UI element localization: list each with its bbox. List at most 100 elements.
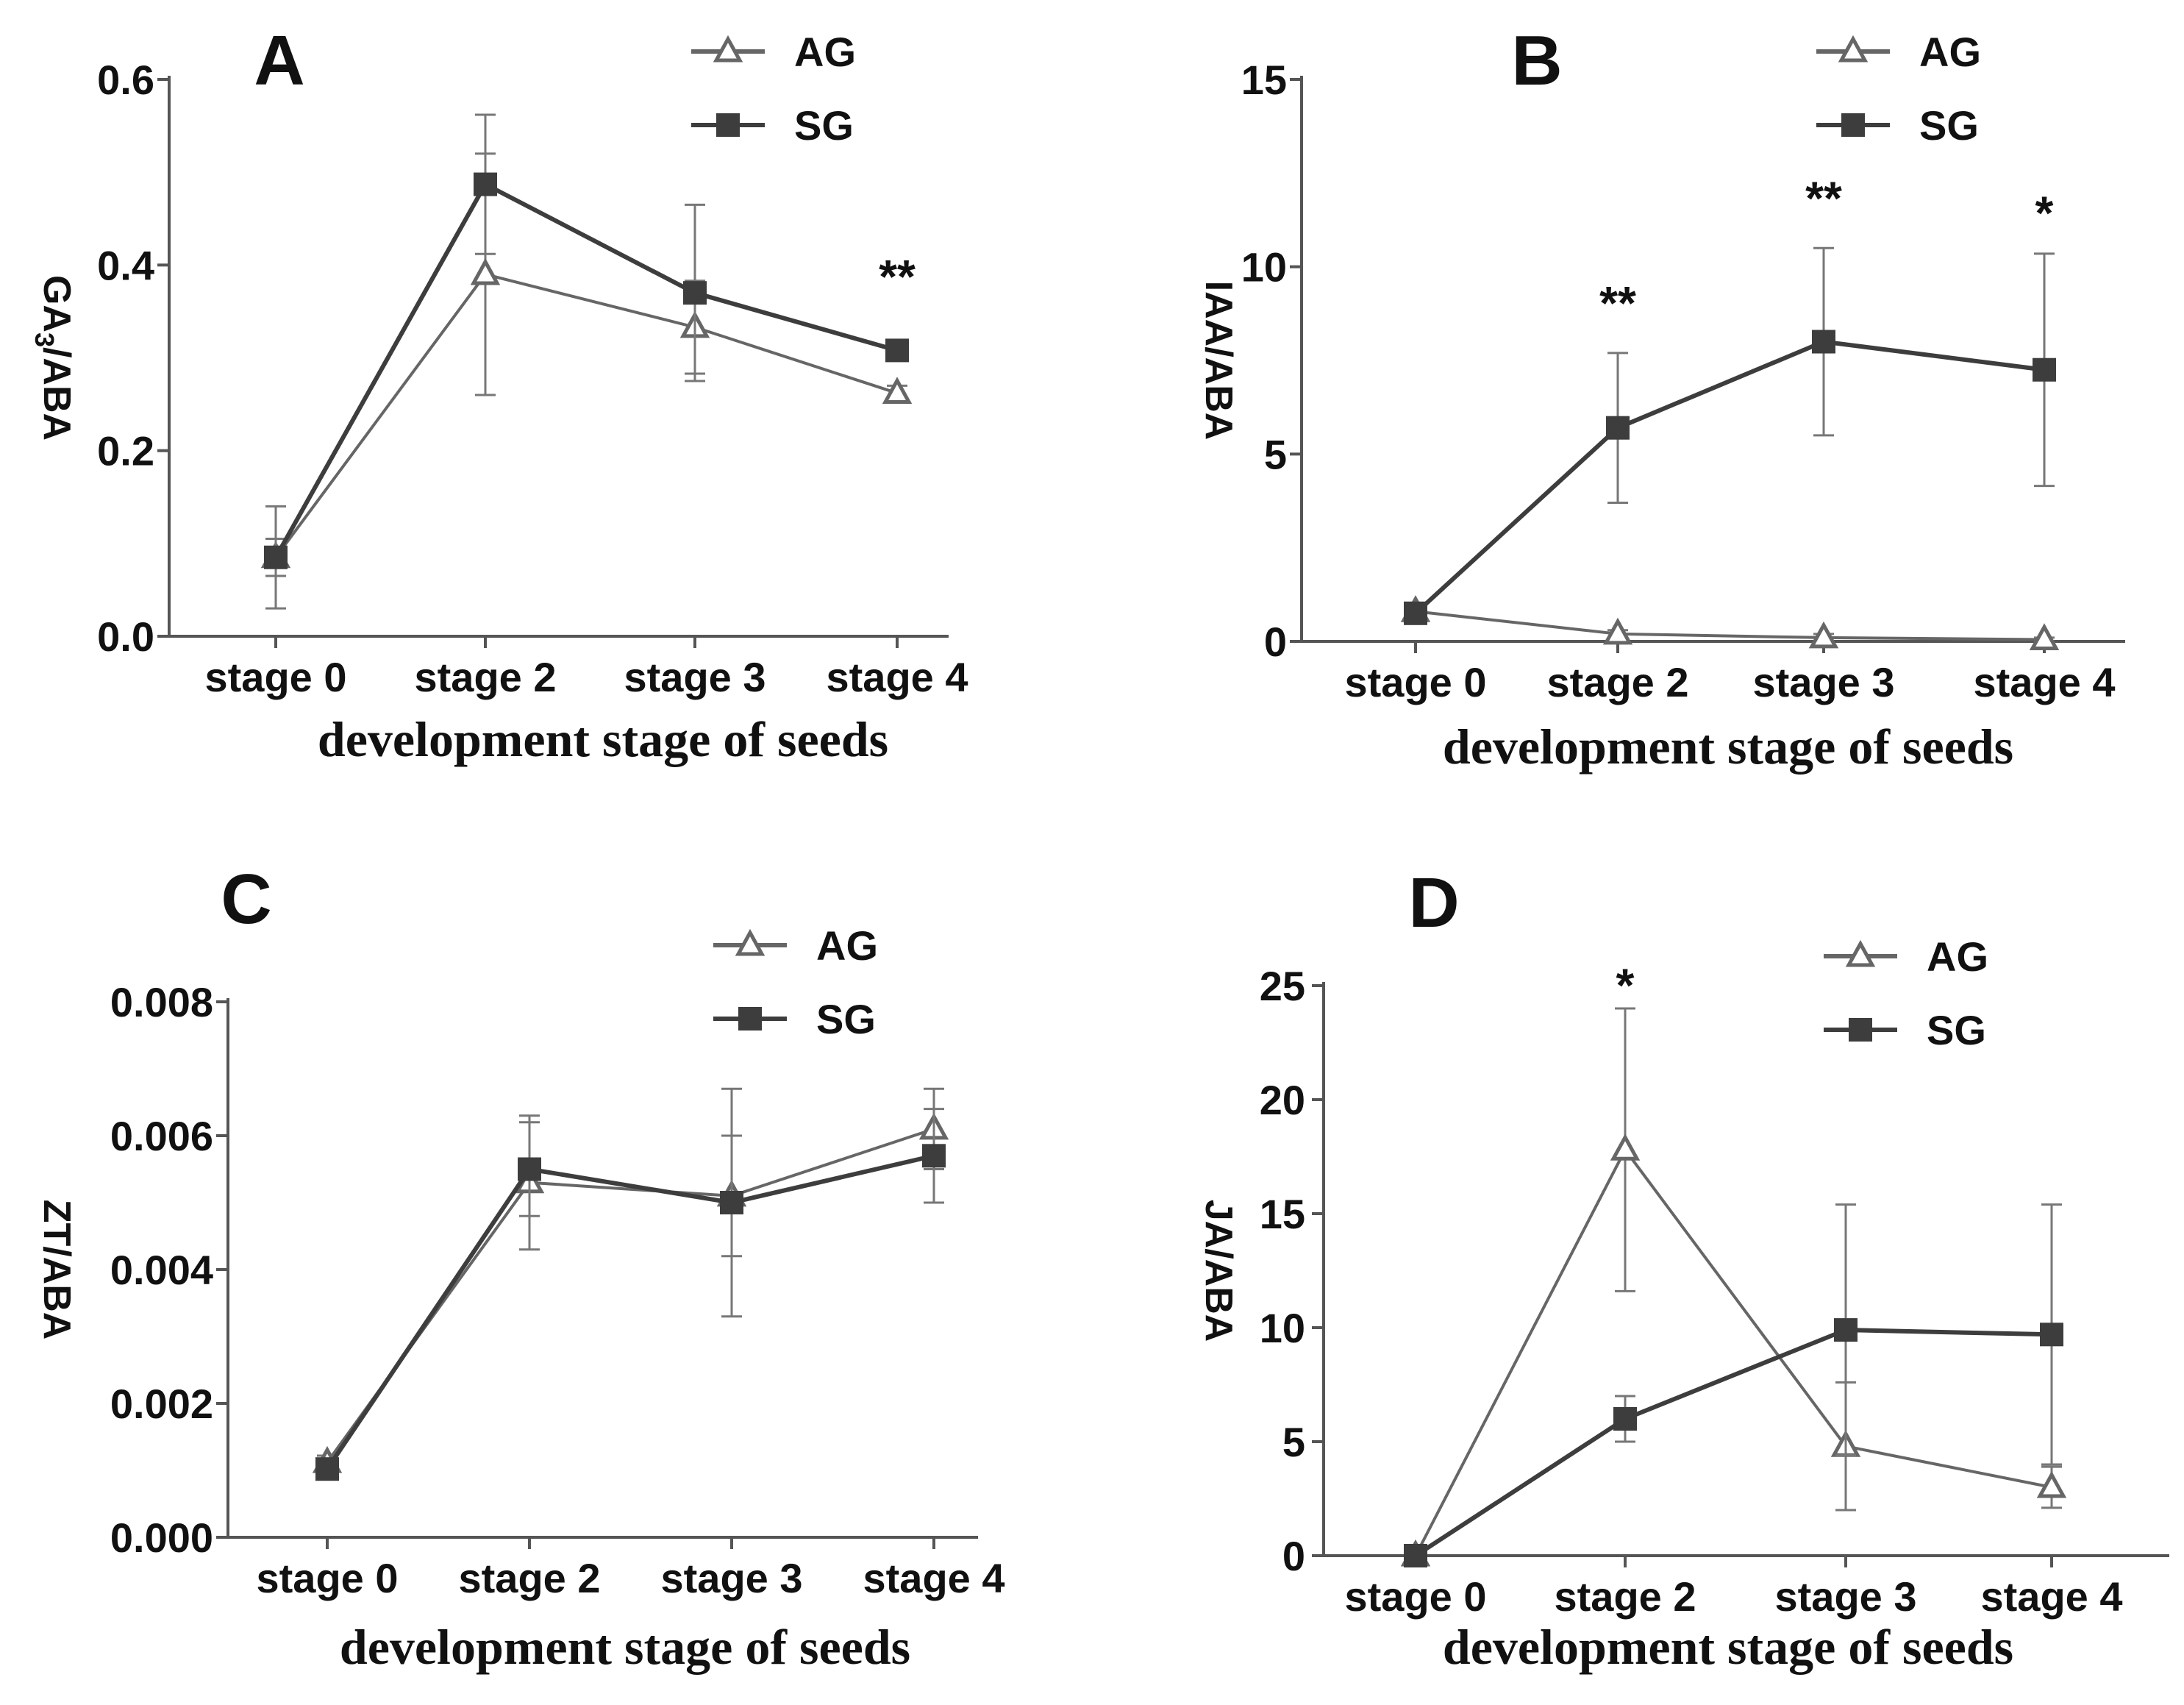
data-point-sg bbox=[1404, 1544, 1427, 1567]
y-tick-label: 15 bbox=[1260, 1191, 1305, 1237]
data-point-ag bbox=[2036, 1470, 2067, 1498]
x-tick-label: stage 2 bbox=[415, 654, 557, 700]
y-axis-label: ZT/ABA bbox=[35, 1200, 78, 1340]
data-point-sg bbox=[683, 281, 707, 305]
y-tick-label: 5 bbox=[1264, 431, 1287, 477]
y-tick-label: 25 bbox=[1260, 963, 1305, 1009]
legend-label-sg: SG bbox=[1919, 102, 1979, 149]
y-axis-label-main: GA bbox=[35, 275, 78, 332]
x-tick-label: stage 2 bbox=[459, 1555, 601, 1601]
series-line-ag bbox=[274, 272, 898, 558]
data-point-ag bbox=[470, 257, 501, 285]
data-point-sg bbox=[1613, 1407, 1637, 1431]
y-tick-label: 15 bbox=[1241, 57, 1287, 103]
panel-letter: A bbox=[254, 21, 304, 100]
legend-label-sg: SG bbox=[816, 996, 876, 1042]
x-tick-label: stage 0 bbox=[1345, 659, 1487, 705]
data-point-ag bbox=[1808, 621, 1839, 649]
data-point-sg bbox=[264, 545, 288, 569]
panel-b: B 0 5 10 15 stage 0 stage 2 stage 3 stage 4 devel… bbox=[1197, 21, 2125, 775]
y-tick-label: 10 bbox=[1260, 1305, 1305, 1351]
x-tick-label: stage 4 bbox=[827, 654, 968, 700]
y-axis-label: IAA/ABA bbox=[1197, 281, 1240, 441]
x-axis-label: development stage of seeds bbox=[318, 711, 888, 767]
legend-label-sg: SG bbox=[1927, 1007, 1986, 1053]
series-line-sg bbox=[325, 1153, 935, 1470]
data-point-ag bbox=[2029, 623, 2060, 650]
x-tick-label: stage 3 bbox=[624, 654, 766, 700]
y-tick-label: 10 bbox=[1241, 244, 1287, 291]
legend-label-ag: AG bbox=[1919, 29, 1981, 75]
data-point-sg bbox=[1812, 330, 1835, 354]
significance-marker: ** bbox=[1805, 171, 1842, 224]
y-tick-label: 0.0 bbox=[97, 613, 154, 660]
y-tick-label: 0.6 bbox=[97, 57, 154, 103]
data-point-sg bbox=[315, 1457, 339, 1481]
y-axis-label: GA3/ABA bbox=[29, 275, 78, 441]
data-point-sg bbox=[922, 1144, 946, 1168]
y-tick-label: 0.006 bbox=[110, 1113, 213, 1159]
data-point-sg bbox=[2033, 357, 2056, 382]
y-axis-label-main: JA/ABA bbox=[1197, 1200, 1240, 1342]
legend-marker-ag bbox=[735, 928, 766, 956]
legend-marker-sg bbox=[738, 1007, 762, 1031]
y-tick-label: 0.004 bbox=[110, 1247, 213, 1293]
x-axis-label: development stage of seeds bbox=[1443, 719, 2013, 775]
series-line-sg bbox=[1414, 1328, 2052, 1558]
data-point-sg bbox=[720, 1191, 743, 1214]
y-axis-label-sub: 3 bbox=[29, 332, 60, 347]
y-axis-label: JA/ABA bbox=[1197, 1200, 1240, 1342]
y-tick-label: 0 bbox=[1264, 619, 1287, 665]
significance-marker: * bbox=[2035, 187, 2054, 240]
data-point-sg bbox=[474, 172, 497, 196]
y-axis-label-main: ZT/ABA bbox=[35, 1200, 78, 1340]
x-axis-label: development stage of seeds bbox=[340, 1619, 910, 1675]
data-point-ag bbox=[1602, 617, 1633, 645]
data-point-sg bbox=[518, 1157, 541, 1181]
x-tick-label: stage 2 bbox=[1555, 1573, 1696, 1620]
legend-marker-sg bbox=[716, 113, 740, 137]
legend-marker-sg bbox=[1849, 1018, 1872, 1042]
series-line-sg bbox=[1413, 339, 2045, 616]
data-point-sg bbox=[2040, 1323, 2063, 1347]
legend-marker-ag bbox=[1838, 35, 1869, 63]
y-tick-label: 20 bbox=[1260, 1077, 1305, 1123]
data-point-sg bbox=[1834, 1318, 1858, 1342]
panel-d: D 0 5 10 15 20 25 stage 0 stage 2 stage 3 stage 4d… bbox=[1197, 864, 2169, 1675]
x-tick-label: stage 4 bbox=[863, 1555, 1005, 1601]
legend-marker-ag bbox=[1845, 939, 1876, 967]
series-line-sg bbox=[274, 181, 898, 559]
panel-letter: C bbox=[221, 860, 271, 939]
data-point-ag bbox=[882, 377, 913, 404]
data-point-sg bbox=[1606, 416, 1630, 440]
x-tick-label: stage 4 bbox=[1974, 659, 2116, 705]
significance-marker: ** bbox=[879, 250, 916, 303]
y-axis-label-tail: /ABA bbox=[35, 347, 78, 441]
significance-marker: ** bbox=[1599, 277, 1636, 330]
significance-marker: * bbox=[1616, 959, 1635, 1012]
legend-label-ag: AG bbox=[816, 922, 878, 969]
x-tick-label: stage 3 bbox=[1775, 1573, 1917, 1620]
y-tick-label: 0.008 bbox=[110, 979, 213, 1025]
data-point-ag bbox=[1610, 1133, 1641, 1161]
x-tick-label: stage 3 bbox=[661, 1555, 803, 1601]
x-tick-label: stage 0 bbox=[257, 1555, 399, 1601]
x-tick-label: stage 3 bbox=[1753, 659, 1895, 705]
series-line-ag bbox=[1414, 1147, 2052, 1556]
y-axis-label-main: IAA/ABA bbox=[1197, 281, 1240, 441]
x-tick-label: stage 0 bbox=[1345, 1573, 1487, 1620]
y-tick-label: 0.000 bbox=[110, 1514, 213, 1561]
legend-label-ag: AG bbox=[1927, 933, 1988, 980]
legend-marker-ag bbox=[713, 35, 743, 63]
y-tick-label: 0 bbox=[1282, 1533, 1305, 1579]
series-line-ag bbox=[1415, 610, 2045, 641]
data-point-sg bbox=[885, 338, 909, 363]
panel-letter: D bbox=[1408, 864, 1459, 942]
panel-c: C 0.000 0.002 0.004 0.006 0.008 stage 0 stage 2… bbox=[35, 860, 1005, 1675]
x-tick-label: stage 0 bbox=[205, 654, 347, 700]
panel-a: A 0.0 0.2 0.4 0.6 stage 0 stage 2 stage 3 stage … bbox=[29, 21, 968, 767]
x-axis-label: development stage of seeds bbox=[1443, 1619, 2013, 1675]
legend-marker-sg bbox=[1841, 113, 1865, 137]
x-tick-label: stage 2 bbox=[1547, 659, 1689, 705]
